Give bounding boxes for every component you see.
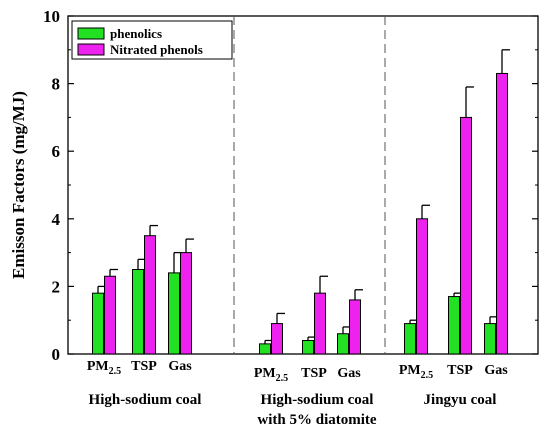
- bar-nitrated-phenols: [180, 252, 192, 355]
- bar-phenolics: [302, 339, 314, 355]
- y-tick-label: 2: [52, 277, 61, 296]
- x-category-label: TSP: [131, 359, 157, 374]
- group-label: with 5% diatomite: [257, 412, 377, 428]
- x-category-label: PM2.5: [399, 363, 433, 381]
- legend-label: Nitrated phenols: [110, 42, 203, 57]
- x-category-label: Gas: [337, 366, 361, 381]
- group-label: Jingyu coal: [424, 392, 497, 408]
- y-tick-label: 0: [52, 345, 61, 364]
- bar-phenolics: [448, 296, 460, 355]
- bar-phenolics: [259, 343, 271, 355]
- bar-phenolics: [132, 269, 144, 355]
- bar-nitrated-phenols: [144, 235, 156, 355]
- bar-nitrated-phenols: [271, 323, 283, 355]
- x-category-label: PM2.5: [87, 359, 121, 377]
- y-tick-label: 8: [52, 75, 61, 94]
- bar-phenolics: [168, 272, 180, 355]
- legend-box: [71, 20, 233, 60]
- x-category-label: TSP: [301, 366, 327, 381]
- bar-phenolics: [337, 333, 349, 355]
- bar-phenolics: [484, 323, 496, 355]
- group-label: High-sodium coal: [261, 392, 374, 408]
- x-category-label: Gas: [168, 359, 192, 374]
- legend-label: phenolics: [110, 26, 162, 41]
- bar-nitrated-phenols: [496, 72, 508, 355]
- bar-nitrated-phenols: [349, 299, 361, 355]
- y-tick-label: 6: [52, 142, 61, 161]
- legend-swatch-phenolics: [77, 27, 105, 40]
- legend-swatch-nitrated-phenols: [77, 43, 105, 56]
- x-category-label: PM2.5: [254, 366, 288, 384]
- bar-nitrated-phenols: [104, 275, 116, 355]
- bar-nitrated-phenols: [460, 116, 472, 355]
- bar-phenolics: [404, 323, 416, 355]
- x-category-label: TSP: [447, 363, 473, 378]
- y-tick-label: 10: [43, 7, 60, 26]
- plot-area: 0 2 4 6 8 10 Emisson Factors (mg/MJ) PM2.5 TSP Ga…: [9, 7, 539, 428]
- y-axis-label: Emisson Factors (mg/MJ): [9, 91, 28, 279]
- bar-nitrated-phenols: [416, 218, 428, 355]
- bar-nitrated-phenols: [314, 292, 326, 355]
- x-category-label: Gas: [484, 363, 508, 378]
- y-tick-label: 4: [52, 210, 61, 229]
- group-label: High-sodium coal: [89, 392, 202, 408]
- bar-phenolics: [92, 292, 104, 355]
